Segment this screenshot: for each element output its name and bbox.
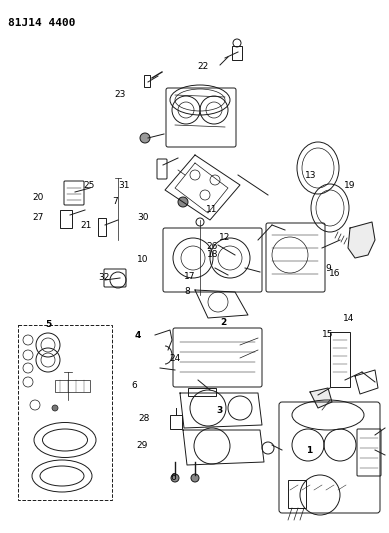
Bar [18, 325, 112, 500]
Circle shape [140, 133, 150, 143]
Text: 4: 4 [135, 332, 141, 340]
Text: 9: 9 [326, 264, 331, 273]
Text: 19: 19 [344, 181, 356, 190]
Text: 8: 8 [185, 287, 190, 296]
Text: 11: 11 [206, 205, 218, 214]
Text: 27: 27 [32, 213, 44, 222]
Text: 29: 29 [136, 441, 148, 449]
Bar [98, 218, 106, 236]
Text: 22: 22 [198, 62, 209, 71]
Text: 26: 26 [206, 242, 218, 251]
Bar [330, 332, 350, 387]
Text: 2: 2 [221, 318, 227, 327]
Bar [232, 46, 242, 60]
Text: 16: 16 [329, 269, 340, 278]
Text: 23: 23 [114, 91, 126, 99]
Text: 14: 14 [342, 314, 354, 322]
Text: 13: 13 [305, 172, 316, 180]
Circle shape [178, 197, 188, 207]
Bar [188, 388, 216, 396]
Bar [170, 415, 182, 429]
Text: 81J14 4400: 81J14 4400 [8, 18, 75, 28]
Circle shape [52, 405, 58, 411]
Text: 28: 28 [138, 415, 150, 423]
Bar [288, 480, 306, 508]
Text: 5: 5 [46, 320, 52, 328]
Text: 10: 10 [137, 255, 149, 264]
Text: 3: 3 [217, 406, 223, 415]
Text: 18: 18 [207, 251, 219, 259]
Text: 1: 1 [306, 446, 312, 455]
Text: 25: 25 [83, 181, 95, 190]
Text: 12: 12 [219, 233, 231, 241]
Bar [55, 380, 90, 392]
Text: 15: 15 [322, 330, 333, 338]
Text: 31: 31 [118, 181, 130, 190]
Circle shape [191, 474, 199, 482]
Text: 20: 20 [32, 193, 44, 201]
Text: 21: 21 [81, 222, 92, 230]
Text: 6: 6 [170, 473, 176, 481]
Bar [60, 210, 72, 228]
Text: 7: 7 [112, 197, 117, 206]
Text: 6: 6 [131, 381, 137, 390]
Circle shape [171, 474, 179, 482]
Polygon shape [348, 222, 375, 258]
Text: 32: 32 [98, 273, 110, 281]
Bar [144, 75, 150, 87]
Text: 17: 17 [184, 272, 196, 280]
Polygon shape [310, 388, 332, 408]
Text: 30: 30 [137, 213, 149, 222]
Text: 24: 24 [170, 354, 180, 362]
